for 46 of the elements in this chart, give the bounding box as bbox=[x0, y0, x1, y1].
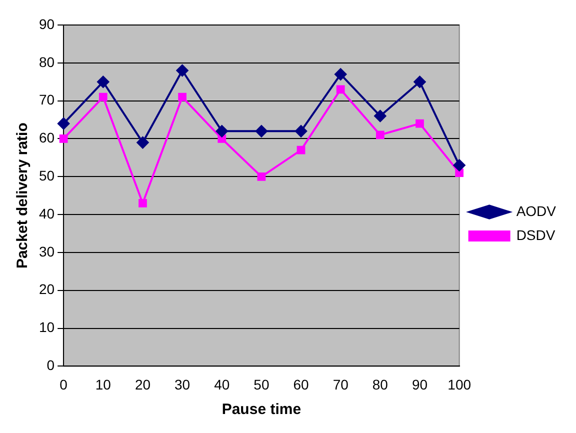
point bbox=[334, 68, 347, 80]
point bbox=[257, 172, 266, 181]
y-tick-label: 40 bbox=[38, 205, 55, 222]
x-tick-label: 10 bbox=[95, 376, 112, 392]
point bbox=[178, 92, 186, 102]
y-tick-label: 60 bbox=[38, 130, 55, 146]
point bbox=[336, 85, 345, 94]
point bbox=[176, 64, 188, 76]
x-tick-label: 60 bbox=[293, 376, 310, 392]
point bbox=[374, 110, 386, 122]
y-axis-title: Packet delivery ratio bbox=[14, 122, 32, 269]
y-tick-label: 80 bbox=[38, 54, 55, 70]
point bbox=[138, 199, 147, 208]
y-tick-label: 20 bbox=[38, 281, 55, 298]
point bbox=[255, 125, 268, 138]
point bbox=[216, 125, 228, 138]
point bbox=[58, 118, 70, 130]
point bbox=[136, 136, 149, 149]
x-tick-label: 40 bbox=[214, 376, 230, 392]
legend-label: DSDV bbox=[516, 226, 556, 243]
point bbox=[296, 146, 306, 154]
point bbox=[376, 130, 384, 140]
x-tick-label: 80 bbox=[372, 376, 388, 392]
point bbox=[295, 125, 308, 138]
x-tick-label: 90 bbox=[412, 376, 428, 392]
legend-label: AODV bbox=[516, 202, 557, 219]
point bbox=[416, 119, 424, 128]
point bbox=[453, 159, 466, 172]
point bbox=[218, 134, 226, 143]
x-axis-title: Pause time bbox=[222, 401, 302, 418]
x-tick-label: 70 bbox=[332, 376, 349, 392]
x-tick-label: 20 bbox=[134, 376, 151, 392]
y-tick-label: 90 bbox=[38, 16, 55, 32]
y-tick-label: 30 bbox=[38, 243, 55, 260]
y-tick-label: 0 bbox=[46, 357, 55, 374]
y-tick-label: 10 bbox=[38, 319, 55, 336]
y-tick-label: 70 bbox=[38, 92, 55, 108]
x-tick-label: 0 bbox=[60, 376, 68, 392]
x-tick-label: 30 bbox=[174, 376, 190, 392]
x-tick-label: 100 bbox=[448, 376, 472, 392]
point bbox=[414, 76, 426, 88]
y-tick-label: 50 bbox=[38, 168, 55, 184]
point bbox=[455, 168, 464, 178]
x-tick-label: 50 bbox=[254, 376, 270, 392]
point bbox=[97, 76, 110, 88]
point bbox=[98, 92, 108, 102]
